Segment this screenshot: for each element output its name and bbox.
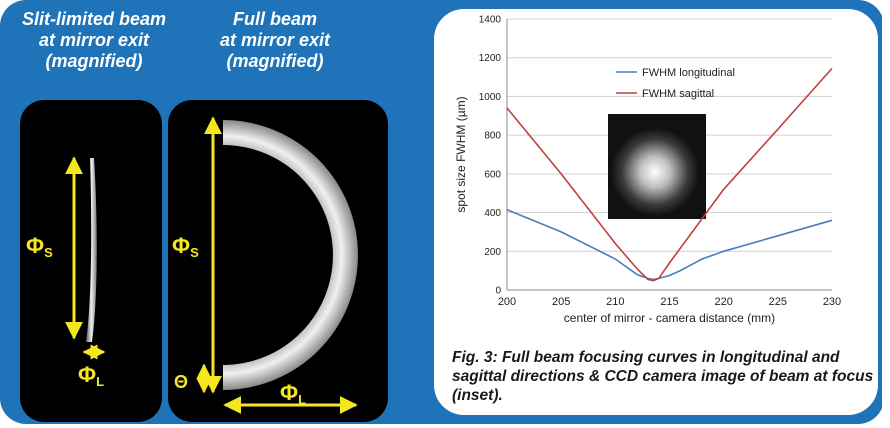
y-tick-label: 800 [484,131,501,142]
x-tick-label: 200 [498,296,516,308]
x-tick-label: 225 [769,296,787,308]
y-tick-label: 0 [495,286,501,297]
full-beam-drawing: ΦS Θ ΦL [172,116,358,414]
theta-label: Θ [174,372,188,392]
x-tick-label: 210 [606,296,624,308]
caption-line: Full beam [232,9,317,29]
y-tick-label: 600 [484,169,501,180]
series-line-fwhm-longitudinal [506,208,833,281]
phi-l-label: ΦL [78,362,104,389]
legend-label: FWHM longitudinal [642,67,735,79]
full-beam-caption: Full beam at mirror exit (magnified) [200,9,350,72]
y-axis-label: spot size FWHM (µm) [454,96,468,212]
full-phi-s-label: ΦS [172,233,199,260]
phi-s-label: ΦS [26,233,53,260]
slit-beam-drawing: ΦS ΦL [26,156,106,389]
full-beam-arc [223,120,358,390]
x-tick-label: 230 [823,296,841,308]
caption-line: (magnified) [226,51,324,71]
caption-line: at mirror exit [219,30,331,50]
slit-beam-stripe [86,158,97,342]
y-tick-label: 1200 [479,53,502,64]
figure-caption: Fig. 3: Full beam focusing curves in lon… [452,349,874,404]
slit-beam-image: ΦS ΦL [20,100,162,422]
x-tick-label: 215 [660,296,678,308]
full-phi-l-label: ΦL [280,380,306,407]
series-line-fwhm-sagittal [506,67,833,282]
full-beam-image: ΦS Θ ΦL [168,100,388,422]
legend-label: FWHM sagittal [642,88,714,100]
x-tick-label: 220 [714,296,732,308]
caption-line: (magnified) [45,51,143,71]
caption-line: Slit-limited beam [21,9,167,29]
y-tick-label: 1000 [479,92,502,103]
y-tick-label: 200 [484,247,501,258]
slit-beam-caption: Slit-limited beam at mirror exit (magnif… [14,9,174,72]
x-axis-label: center of mirror - camera distance (mm) [564,311,775,325]
caption-line: at mirror exit [38,30,150,50]
y-tick-label: 400 [484,208,501,219]
x-tick-label: 205 [552,296,570,308]
ccd-beam-spot [611,128,699,216]
y-tick-label: 1400 [479,15,502,26]
panel-edge [882,12,890,416]
